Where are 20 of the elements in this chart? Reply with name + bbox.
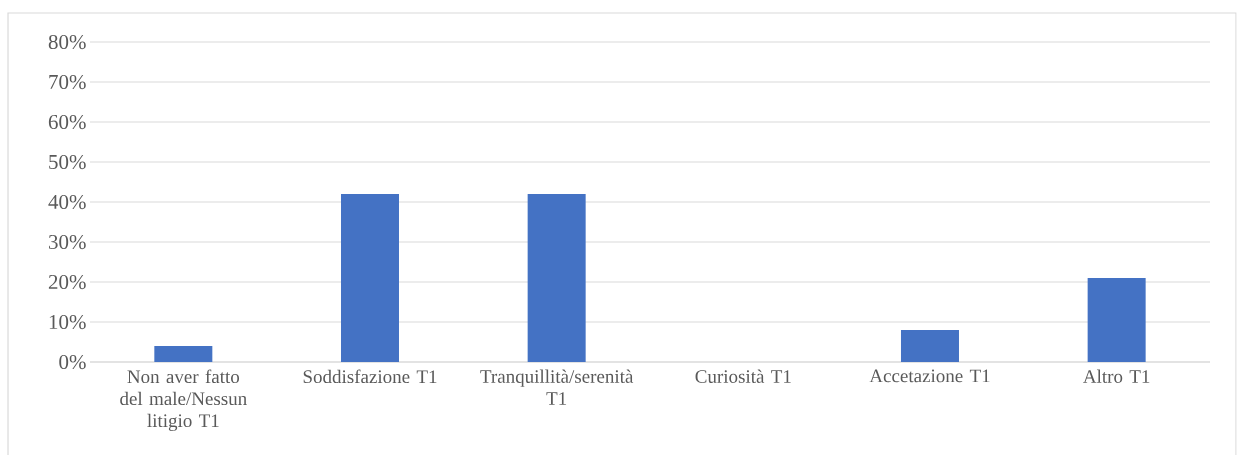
y-tick-label: 60% <box>48 114 86 130</box>
x-tick-label: Tranquillità/serenità T1 <box>480 369 634 405</box>
y-tick-label: 20% <box>48 274 86 290</box>
y-tick-label: 50% <box>49 154 86 170</box>
x-tick-label: Accetazione T1 <box>869 369 990 383</box>
y-tick-label: 10% <box>49 314 86 330</box>
bar <box>340 194 399 362</box>
y-tick-label: 0% <box>59 354 86 370</box>
y-tick-label: 80% <box>48 34 86 50</box>
y-tick-label: 40% <box>48 194 86 210</box>
y-tick-label: 70% <box>49 74 86 90</box>
x-tick-label: Curiosità T1 <box>695 369 791 383</box>
y-tick-label: 30% <box>48 234 86 250</box>
bar <box>527 194 586 362</box>
bar <box>1087 278 1146 362</box>
bar <box>154 346 213 362</box>
x-tick-label: Non aver fatto del male/Nessun litigio T1 <box>120 369 247 432</box>
x-tick-label: Altro T1 <box>1083 369 1150 383</box>
bar <box>900 330 959 362</box>
x-tick-label: Soddisfazione T1 <box>303 369 437 384</box>
